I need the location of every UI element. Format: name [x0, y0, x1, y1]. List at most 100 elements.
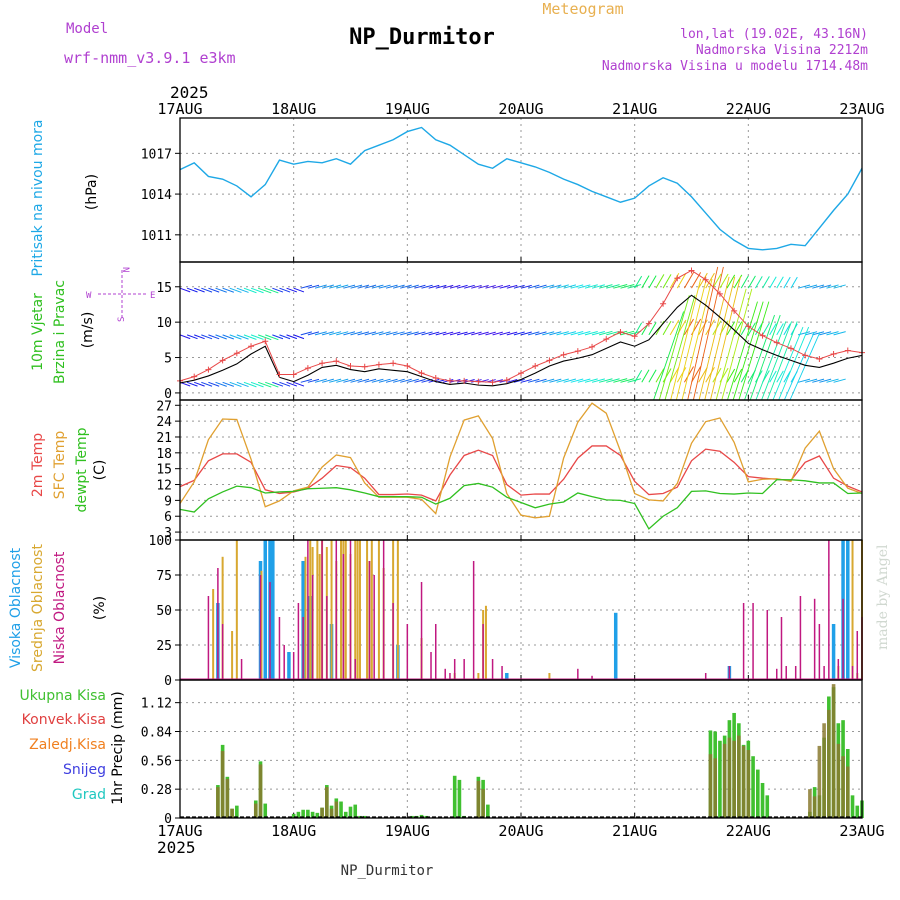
x-label-bottom: 20AUG: [498, 822, 543, 840]
wind-barb: [606, 284, 620, 289]
cloud-low-bar: [780, 617, 783, 680]
cloud-mid-bar: [396, 540, 399, 680]
y-tick-label: 21: [156, 431, 172, 446]
wind-barb: [314, 331, 327, 336]
wind-barb: [208, 381, 220, 387]
gust-marker: [660, 300, 667, 307]
gust-marker: [631, 333, 638, 340]
gust-marker: [205, 366, 212, 373]
pressure-title: Pritisak na nivou mora: [30, 119, 46, 276]
altitude-label: Nadmorska Visina 2212m: [696, 43, 868, 58]
gust-marker: [461, 377, 468, 384]
cloud-low-bar: [382, 540, 385, 680]
wind-barb: [186, 381, 198, 387]
wind-barb: [599, 284, 613, 289]
wind-barb: [435, 284, 447, 289]
cloud-low-bar: [766, 610, 769, 680]
gust-marker: [475, 378, 482, 385]
wind-barb: [506, 284, 518, 289]
cloud-mid-bar: [231, 631, 234, 680]
precip-total-bar: [410, 815, 414, 818]
wind-barb: [456, 331, 468, 336]
wind-barb: [250, 381, 264, 388]
wind-barb: [208, 287, 220, 293]
wind-barb: [676, 367, 687, 383]
wind-fan: [681, 278, 713, 401]
precip-conv-bar: [822, 723, 826, 818]
cloud-low-bar: [283, 645, 285, 680]
wind-barb: [279, 334, 291, 340]
wind-fan: [749, 314, 781, 401]
cloud-low-bar: [240, 659, 243, 680]
precip-conv-bar: [476, 780, 481, 818]
wind-barb: [471, 284, 482, 289]
wind-barb: [321, 331, 334, 336]
wind-barb: [257, 381, 272, 388]
precip-conv-bar: [727, 737, 732, 818]
wind-barb: [570, 378, 584, 383]
wind-barb: [527, 331, 540, 336]
wind-barb: [286, 381, 298, 387]
x-label-top: 22AUG: [726, 100, 771, 118]
wind-barb: [364, 284, 377, 289]
wind-barb: [591, 284, 605, 289]
x-label-top: 19AUG: [385, 100, 430, 118]
gust-marker: [830, 351, 837, 357]
wind-fan: [783, 331, 815, 401]
gust-marker: [532, 363, 539, 370]
wind-barb: [265, 287, 279, 294]
y-tick-label: 25: [156, 639, 172, 654]
precip-conv-bar: [737, 735, 741, 818]
wind-barb: [215, 381, 227, 387]
wind-barb: [570, 284, 584, 289]
wind-axis-title: 10m Vjetar Brzina i Pravac: [30, 280, 68, 384]
cloud-low-bar: [851, 666, 854, 680]
wind-barb: [293, 334, 305, 340]
wind-barb: [819, 284, 832, 289]
wind-barb: [577, 378, 591, 383]
wind-barb: [357, 284, 370, 289]
year-bottom: 2025: [157, 838, 196, 857]
gust-marker: [191, 373, 198, 380]
gust-marker: [574, 348, 581, 355]
cloud-low-bar: [752, 603, 754, 680]
x-label-bottom: 23AUG: [839, 822, 884, 840]
panel-4: 0 0.28 0.56 0.84 1.12: [141, 680, 863, 827]
chart-title: NP_Durmitor: [349, 25, 495, 50]
wind-barb: [236, 334, 249, 340]
wind-barb: [577, 284, 591, 289]
cloud-low-bar: [591, 675, 593, 680]
gust-marker: [446, 377, 453, 384]
cloud-low-bar: [430, 652, 432, 680]
wind-fan: [653, 311, 685, 401]
wind-barb: [726, 368, 736, 383]
wind-fan: [744, 314, 775, 401]
wind-barb: [343, 284, 356, 289]
x-label-top: 17AUG: [157, 100, 202, 118]
wind-speed-line: [179, 294, 863, 387]
cloud-low-bar: [463, 659, 465, 680]
wind-barb: [542, 378, 555, 383]
wind-barb: [733, 321, 743, 336]
wind-barb: [243, 287, 257, 294]
gust-marker: [233, 350, 240, 357]
wind-barb: [556, 378, 569, 383]
wind-barb: [542, 331, 555, 336]
gust-marker: [773, 339, 780, 346]
cloud-mid-bar: [366, 540, 369, 680]
y-tick-label: 1011: [141, 229, 172, 244]
wind-barb: [471, 331, 482, 336]
gust-marker: [262, 338, 269, 345]
dewpt-title: dewpt Temp: [74, 427, 90, 512]
wind-barb: [321, 378, 334, 383]
precip-conv-bar: [481, 789, 485, 818]
wind-barb: [669, 319, 680, 336]
wind-barb: [812, 331, 825, 336]
cloud-low-bar: [728, 666, 731, 680]
cloud-high-bar: [613, 612, 618, 680]
wind-fan: [778, 326, 810, 401]
cloud-mid-bar: [548, 673, 551, 680]
wind-barb: [620, 283, 635, 289]
legend-snow: Snijeg: [63, 762, 106, 778]
